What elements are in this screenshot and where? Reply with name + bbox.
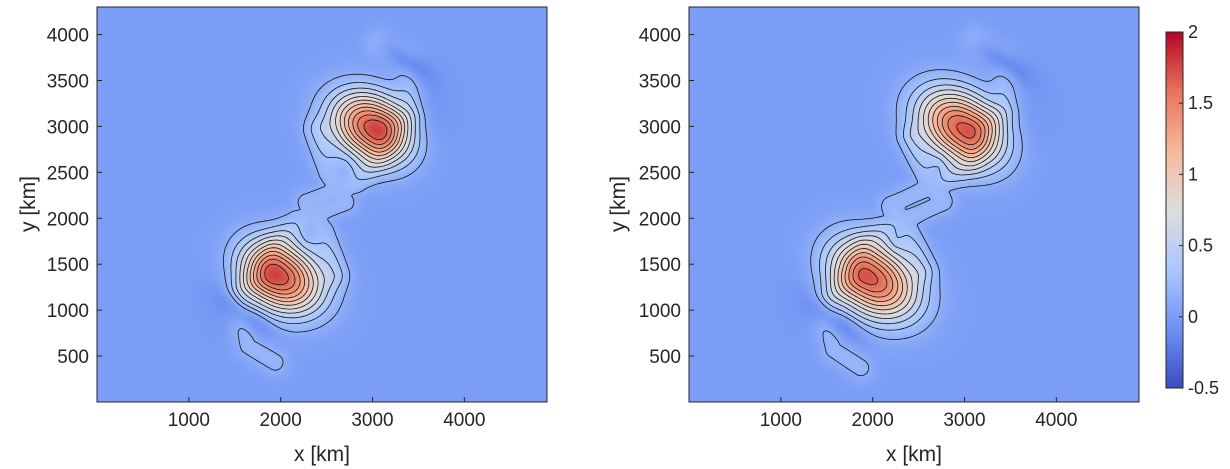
contour-level — [243, 96, 409, 310]
contour-level — [810, 69, 1023, 377]
contour-level — [264, 119, 388, 286]
x-tick-label: 3000 — [943, 410, 985, 431]
contour-level — [825, 84, 1009, 325]
x-tick-label: 4000 — [1035, 410, 1077, 431]
colorbar-gradient — [1166, 32, 1183, 388]
contour-level — [844, 105, 990, 302]
x-tick-label: 2000 — [852, 410, 894, 431]
contour-level — [246, 99, 405, 306]
left-vorticity-field — [97, 7, 547, 402]
y-tick-label: 1000 — [47, 301, 89, 322]
y-tick-label: 1500 — [639, 255, 681, 276]
x-tick-label: 2000 — [260, 410, 302, 431]
y-tick-label: 3500 — [639, 71, 681, 92]
y-tick-label: 4000 — [47, 26, 89, 47]
colorbar-tick-label: 0.5 — [1188, 236, 1213, 256]
y-tick-label: 3500 — [47, 71, 89, 92]
contour-level — [852, 115, 982, 293]
y-tick-label: 2500 — [639, 163, 681, 184]
right-x-axis-label: x [km] — [886, 443, 942, 466]
y-tick-label: 4000 — [639, 26, 681, 47]
colorbar-tick-label: -0.5 — [1188, 378, 1219, 398]
left-ticks: 1000 2000 3000 4000 500 1000 1500 2000 2500 3000 3… — [47, 26, 486, 431]
contour-level — [837, 97, 997, 311]
contour-level — [848, 110, 986, 298]
contour-level — [239, 92, 412, 314]
contour-level — [841, 101, 993, 307]
contour-level — [829, 89, 1004, 319]
contour-level — [222, 73, 428, 371]
right-axes-frame — [688, 6, 1140, 403]
y-tick-label: 2500 — [47, 163, 89, 184]
colorbar-tick-label: 0 — [1188, 307, 1198, 327]
contour-level — [858, 122, 976, 285]
contour-level — [256, 110, 396, 295]
y-tick-label: 3000 — [639, 117, 681, 138]
colorbar-ticks: -0.5 0 0.5 1 1.5 2 — [1179, 22, 1219, 398]
y-tick-label: 2000 — [639, 209, 681, 230]
x-tick-label: 1000 — [760, 410, 802, 431]
colorbar-frame — [1165, 31, 1184, 389]
contour-level — [833, 93, 1000, 315]
contour-level — [260, 114, 392, 291]
right-panel: 1000 2000 3000 4000 500 1000 1500 2000 2500 3000 3… — [607, 6, 1140, 466]
right-contour-lines — [810, 69, 1023, 377]
contour-level — [235, 87, 416, 319]
contour-level — [253, 106, 399, 299]
y-tick-label: 1000 — [639, 301, 681, 322]
contour-level — [819, 78, 1015, 331]
right-ticks: 1000 2000 3000 4000 500 1000 1500 2000 2500 3000 3… — [639, 26, 1078, 431]
colorbar-tick-label: 1.5 — [1188, 93, 1213, 113]
x-tick-label: 1000 — [168, 410, 210, 431]
right-y-axis-label: y [km] — [607, 176, 630, 232]
left-panel: 1000 2000 3000 4000 500 1000 1500 2000 2500 3000 3… — [17, 6, 548, 466]
colorbar: -0.5 0 0.5 1 1.5 2 — [1165, 22, 1219, 398]
y-tick-label: 1500 — [47, 255, 89, 276]
x-tick-label: 4000 — [443, 410, 485, 431]
colorbar-tick-label: 1 — [1188, 164, 1198, 184]
x-tick-label: 3000 — [351, 410, 393, 431]
y-tick-label: 2000 — [47, 209, 89, 230]
right-vorticity-field — [689, 7, 1139, 402]
y-tick-label: 500 — [57, 347, 89, 368]
y-tick-label: 500 — [649, 347, 681, 368]
colorbar-tick-label: 2 — [1188, 22, 1198, 42]
left-y-axis-label: y [km] — [17, 176, 40, 232]
contour-level — [230, 82, 421, 324]
left-axes-frame — [96, 6, 548, 403]
left-contour-lines — [222, 73, 428, 371]
y-tick-label: 3000 — [47, 117, 89, 138]
left-x-axis-label: x [km] — [294, 443, 350, 466]
contour-level — [249, 103, 402, 302]
